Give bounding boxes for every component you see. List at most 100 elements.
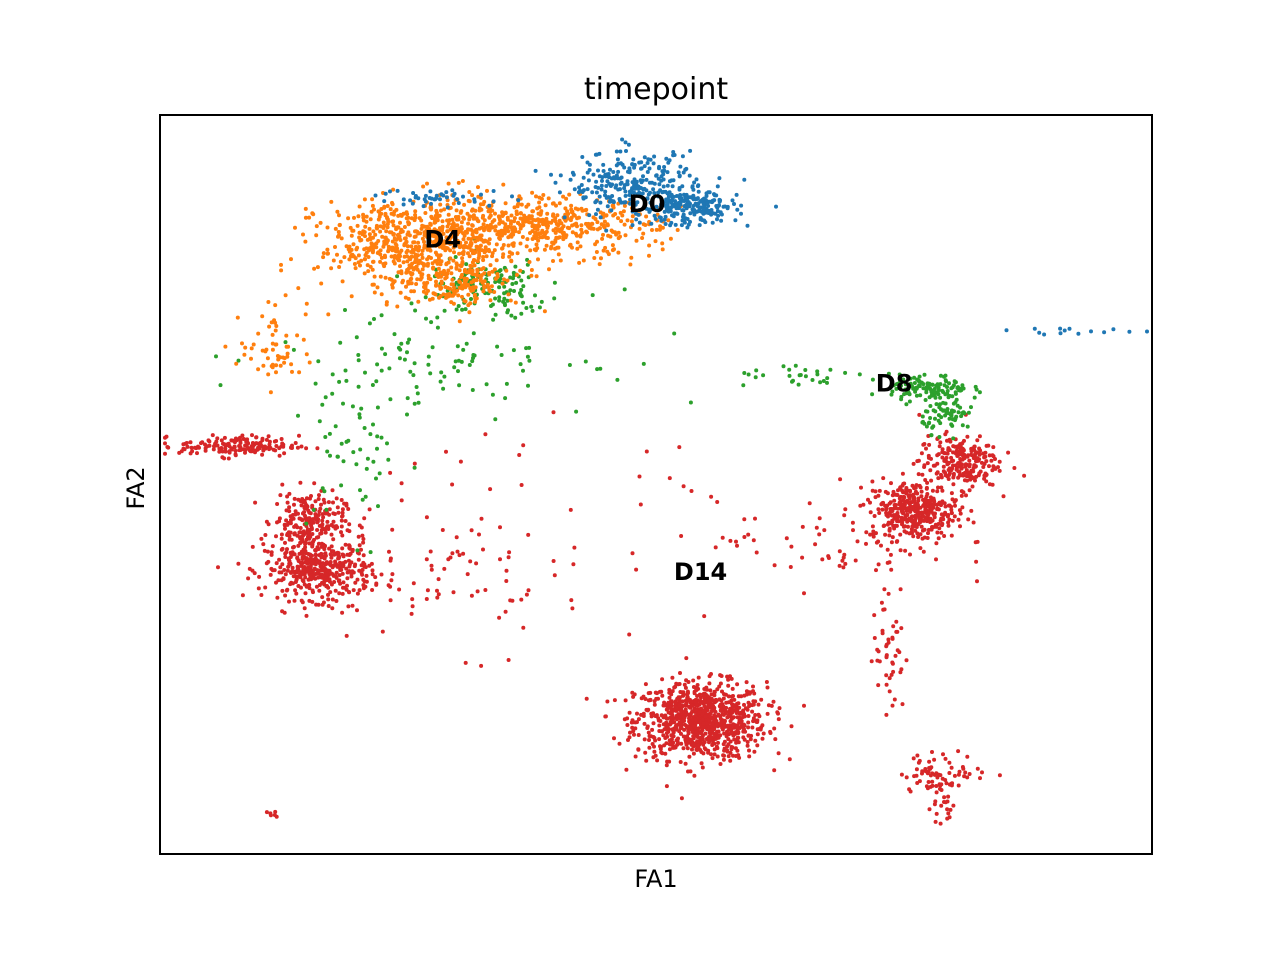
data-point bbox=[297, 516, 302, 521]
data-point bbox=[789, 724, 794, 729]
data-point bbox=[870, 488, 875, 493]
data-point bbox=[501, 243, 506, 247]
data-point bbox=[457, 245, 462, 250]
data-point bbox=[351, 450, 356, 455]
data-point bbox=[688, 711, 693, 716]
data-point bbox=[459, 220, 464, 225]
data-point bbox=[411, 240, 416, 245]
data-point bbox=[646, 707, 651, 712]
data-point bbox=[914, 386, 919, 391]
data-point bbox=[562, 215, 567, 220]
data-point bbox=[308, 564, 313, 569]
data-point bbox=[597, 174, 602, 179]
data-point bbox=[704, 191, 709, 196]
data-point bbox=[544, 216, 549, 221]
data-point bbox=[656, 207, 661, 212]
data-point bbox=[370, 572, 375, 577]
data-point bbox=[892, 526, 897, 531]
data-point bbox=[398, 264, 402, 269]
data-point bbox=[611, 170, 616, 174]
data-point bbox=[337, 578, 342, 583]
data-point bbox=[461, 237, 466, 242]
data-point bbox=[484, 382, 489, 387]
data-point bbox=[256, 331, 261, 336]
data-point bbox=[336, 510, 341, 515]
data-point bbox=[584, 229, 589, 234]
data-point bbox=[685, 734, 690, 739]
data-point bbox=[319, 281, 324, 286]
data-point bbox=[317, 493, 321, 498]
data-point bbox=[449, 293, 454, 298]
data-point bbox=[941, 400, 946, 405]
data-point bbox=[421, 184, 426, 189]
data-point bbox=[571, 562, 576, 567]
data-point bbox=[284, 344, 289, 349]
data-point bbox=[361, 540, 366, 545]
data-point bbox=[709, 696, 714, 701]
data-point bbox=[222, 435, 227, 440]
data-point bbox=[735, 543, 739, 548]
data-point bbox=[772, 768, 777, 773]
data-point bbox=[920, 420, 925, 425]
data-point bbox=[894, 619, 899, 624]
data-point bbox=[647, 745, 652, 750]
data-point bbox=[813, 542, 818, 547]
data-point bbox=[536, 217, 540, 222]
data-point bbox=[679, 534, 684, 538]
data-point bbox=[885, 560, 890, 565]
data-point bbox=[367, 507, 372, 512]
data-point bbox=[498, 557, 502, 562]
data-point bbox=[715, 209, 720, 214]
data-point bbox=[285, 568, 290, 573]
data-point bbox=[367, 246, 372, 251]
data-point bbox=[781, 364, 786, 369]
data-point bbox=[936, 413, 941, 418]
data-point bbox=[526, 532, 531, 537]
data-point bbox=[287, 505, 292, 510]
data-point bbox=[706, 748, 711, 753]
data-point bbox=[609, 228, 614, 233]
data-point bbox=[938, 402, 942, 407]
data-point bbox=[192, 445, 197, 450]
data-point bbox=[297, 551, 302, 556]
data-point bbox=[390, 285, 395, 290]
data-point bbox=[388, 598, 393, 603]
data-point bbox=[753, 713, 758, 717]
data-point bbox=[295, 533, 300, 538]
data-point bbox=[275, 354, 280, 358]
data-point bbox=[177, 450, 182, 455]
data-point bbox=[467, 310, 472, 315]
data-point bbox=[370, 383, 375, 387]
data-point bbox=[774, 204, 778, 209]
data-point bbox=[237, 444, 242, 448]
data-point bbox=[419, 226, 424, 231]
data-point bbox=[413, 308, 418, 313]
data-point bbox=[334, 599, 339, 603]
data-point bbox=[297, 370, 302, 375]
data-point bbox=[366, 269, 371, 274]
data-point bbox=[958, 511, 963, 516]
data-point bbox=[328, 590, 333, 595]
data-point bbox=[163, 441, 167, 446]
data-point bbox=[718, 733, 723, 738]
data-point bbox=[941, 464, 946, 469]
data-point bbox=[533, 230, 537, 235]
data-point bbox=[946, 523, 951, 528]
data-point bbox=[283, 572, 288, 577]
data-point bbox=[429, 320, 434, 325]
data-point bbox=[672, 744, 677, 749]
data-point bbox=[373, 575, 378, 580]
data-point bbox=[945, 451, 950, 456]
data-point bbox=[908, 552, 912, 557]
data-point bbox=[525, 237, 530, 242]
data-point bbox=[890, 519, 895, 524]
data-point bbox=[540, 217, 545, 222]
data-point bbox=[409, 611, 414, 616]
data-point bbox=[666, 710, 671, 715]
data-point bbox=[388, 397, 393, 402]
data-point bbox=[605, 249, 610, 254]
data-point bbox=[897, 386, 902, 391]
data-point bbox=[954, 467, 959, 472]
data-point bbox=[798, 373, 803, 377]
data-point bbox=[397, 587, 402, 592]
